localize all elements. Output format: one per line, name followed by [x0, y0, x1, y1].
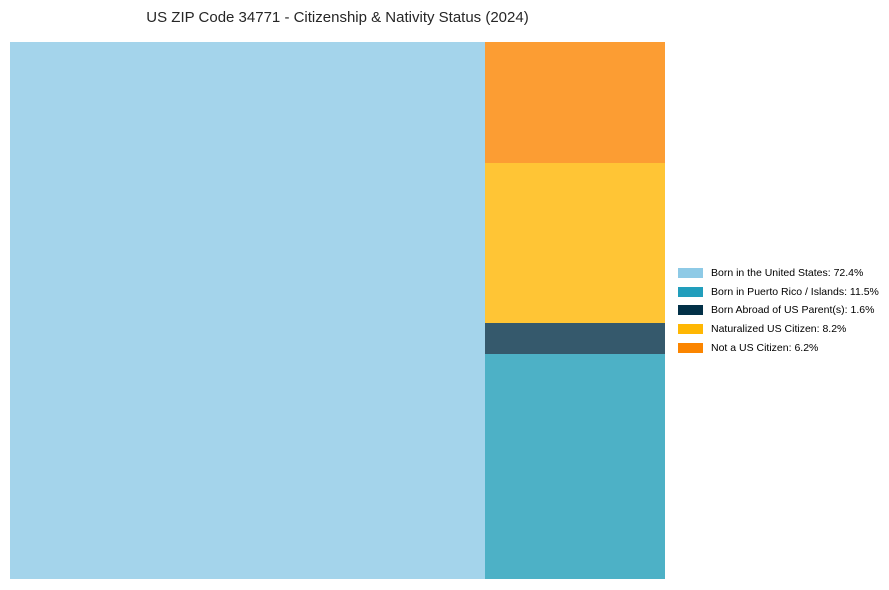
- legend-swatch-icon: [678, 324, 703, 335]
- treemap-cell-born-abroad-of-us-parent-s: [485, 323, 665, 354]
- legend-label: Not a US Citizen: 6.2%: [711, 341, 819, 354]
- legend-label: Born in Puerto Rico / Islands: 11.5%: [711, 285, 879, 298]
- treemap-cell-born-in-puerto-rico-islands: [485, 354, 665, 579]
- chart-title: US ZIP Code 34771 - Citizenship & Nativi…: [146, 9, 529, 26]
- treemap-cell-naturalized-us-citizen: [485, 163, 665, 323]
- legend-label: Born Abroad of US Parent(s): 1.6%: [711, 304, 875, 317]
- treemap-cell-not-a-us-citizen: [485, 42, 665, 163]
- legend-item: Not a US Citizen: 6.2%: [678, 338, 879, 357]
- legend: Born in the United States: 72.4% Born in …: [678, 264, 879, 357]
- treemap: [10, 42, 665, 579]
- legend-swatch-icon: [678, 305, 703, 316]
- legend-item: Born in the United States: 72.4%: [678, 264, 879, 283]
- legend-item: Born in Puerto Rico / Islands: 11.5%: [678, 283, 879, 302]
- legend-swatch-icon: [678, 342, 703, 353]
- legend-label: Born in the United States: 72.4%: [711, 267, 864, 280]
- treemap-cell-born-in-the-united-states: [10, 42, 485, 579]
- legend-item: Born Abroad of US Parent(s): 1.6%: [678, 301, 879, 320]
- legend-swatch-icon: [678, 286, 703, 297]
- legend-swatch-icon: [678, 268, 703, 279]
- legend-label: Naturalized US Citizen: 8.2%: [711, 323, 847, 336]
- legend-item: Naturalized US Citizen: 8.2%: [678, 320, 879, 339]
